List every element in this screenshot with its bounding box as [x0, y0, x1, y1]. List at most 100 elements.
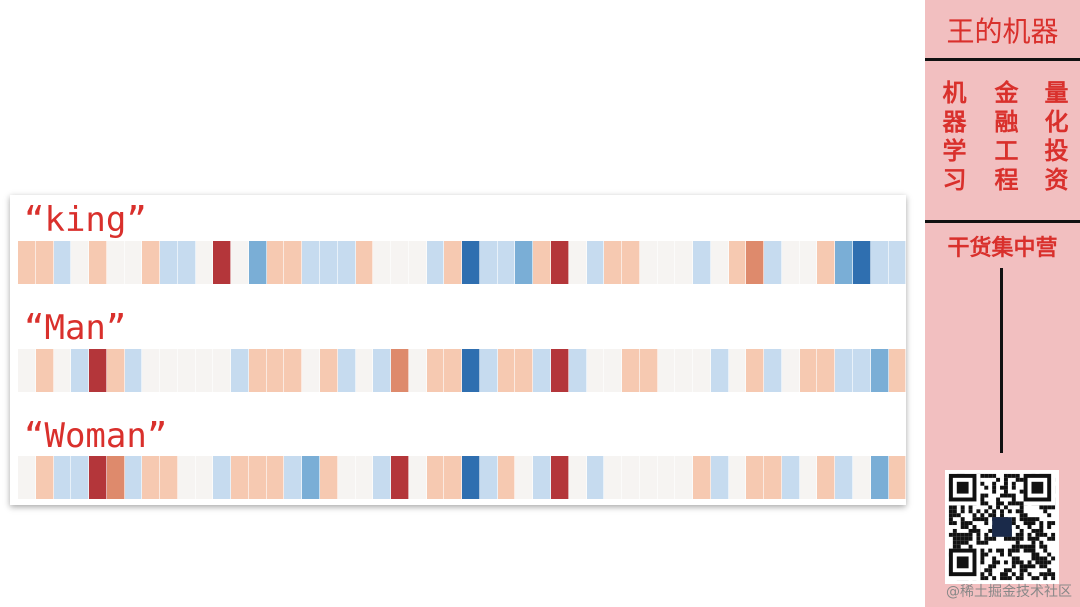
- qr-module: [1027, 572, 1032, 577]
- qr-module: [992, 513, 997, 518]
- qr-module: [1007, 509, 1012, 514]
- qr-module: [1011, 556, 1016, 561]
- cell: [710, 241, 729, 284]
- qr-module: [1000, 552, 1004, 557]
- qr-module: [980, 493, 985, 498]
- cell: [462, 349, 480, 392]
- cell: [373, 241, 392, 284]
- qr-module: [1039, 525, 1044, 529]
- cell: [248, 349, 267, 392]
- qr-module: [1011, 517, 1016, 522]
- qr-module: [1027, 525, 1032, 529]
- qr-module: [1019, 505, 1024, 510]
- qr-module: [976, 532, 981, 537]
- vector-strip: [18, 349, 907, 392]
- cell: [817, 456, 836, 499]
- qr-module: [992, 489, 997, 494]
- cell: [586, 241, 605, 284]
- qr-module: [1019, 568, 1024, 573]
- qr-module: [952, 536, 957, 541]
- qr-module: [1051, 576, 1056, 581]
- qr-module: [1039, 540, 1044, 545]
- cell: [408, 241, 427, 284]
- cell: [89, 349, 107, 392]
- qr-module: [1019, 528, 1024, 533]
- qr-module: [968, 532, 973, 537]
- qr-module: [972, 517, 977, 522]
- cell: [675, 349, 694, 392]
- qr-module: [1043, 509, 1048, 514]
- qr-module: [968, 528, 973, 533]
- cell: [106, 349, 125, 392]
- qr-module: [1000, 485, 1004, 490]
- qr-module: [968, 544, 973, 549]
- qr-module: [1039, 505, 1044, 510]
- qr-module: [1019, 536, 1024, 541]
- cell: [870, 349, 889, 392]
- qr-module: [1031, 536, 1036, 541]
- qr-module: [992, 564, 997, 569]
- cell: [408, 456, 427, 499]
- qr-module: [1015, 477, 1020, 482]
- qr-module: [948, 521, 953, 526]
- cell: [337, 456, 356, 499]
- qr-module: [992, 517, 1012, 537]
- vertical-line: [1000, 268, 1003, 453]
- cell: [302, 241, 321, 284]
- qr-module: [992, 536, 997, 541]
- cell: [710, 456, 729, 499]
- cell: [266, 349, 285, 392]
- qr-module: [984, 517, 989, 522]
- qr-module: [1019, 517, 1024, 522]
- cell: [71, 456, 90, 499]
- qr-module: [1043, 505, 1048, 510]
- qr-module: [956, 532, 961, 537]
- qr-module: [1035, 532, 1040, 537]
- qr-module: [980, 473, 985, 478]
- qr-module: [1019, 532, 1024, 537]
- heatmap-card: “king” “Man” “Woman”: [10, 195, 907, 505]
- qr-module: [1011, 560, 1016, 565]
- cell: [35, 241, 54, 284]
- cell: [852, 349, 871, 392]
- qr-module: [1011, 521, 1016, 526]
- qr-module: [1023, 513, 1028, 518]
- qr-module: [1031, 540, 1036, 545]
- qr-module: [1027, 517, 1032, 522]
- qr-module: [1051, 505, 1056, 510]
- cell: [817, 241, 836, 284]
- qr-module: [988, 568, 993, 573]
- qr-module: [956, 556, 969, 569]
- qr-module: [1031, 564, 1036, 569]
- cell: [177, 349, 196, 392]
- qr-module: [960, 532, 965, 537]
- word-label: “Woman”: [24, 416, 168, 456]
- qr-module: [1019, 560, 1024, 565]
- cell: [533, 349, 551, 392]
- cell: [373, 349, 392, 392]
- cell: [639, 349, 658, 392]
- qr-module: [972, 513, 977, 518]
- qr-module: [980, 572, 985, 577]
- cell: [746, 349, 765, 392]
- cell: [142, 241, 161, 284]
- qr-module: [1003, 505, 1008, 510]
- qr-module: [964, 536, 969, 541]
- qr-module: [968, 536, 973, 541]
- qr-module: [952, 540, 957, 545]
- cell: [835, 456, 853, 499]
- cell: [231, 456, 249, 499]
- qr-module: [1051, 521, 1056, 526]
- qr-module: [956, 544, 961, 549]
- qr-module: [972, 528, 977, 533]
- cell: [781, 349, 800, 392]
- cell: [515, 456, 534, 499]
- cell: [444, 456, 463, 499]
- qr-module: [964, 540, 969, 545]
- qr-module: [984, 509, 989, 514]
- qr-module: [1011, 564, 1016, 569]
- qr-module: [1031, 552, 1036, 557]
- qr-module: [1047, 568, 1052, 573]
- qr-module: [1027, 521, 1032, 526]
- qr-module: [952, 505, 957, 510]
